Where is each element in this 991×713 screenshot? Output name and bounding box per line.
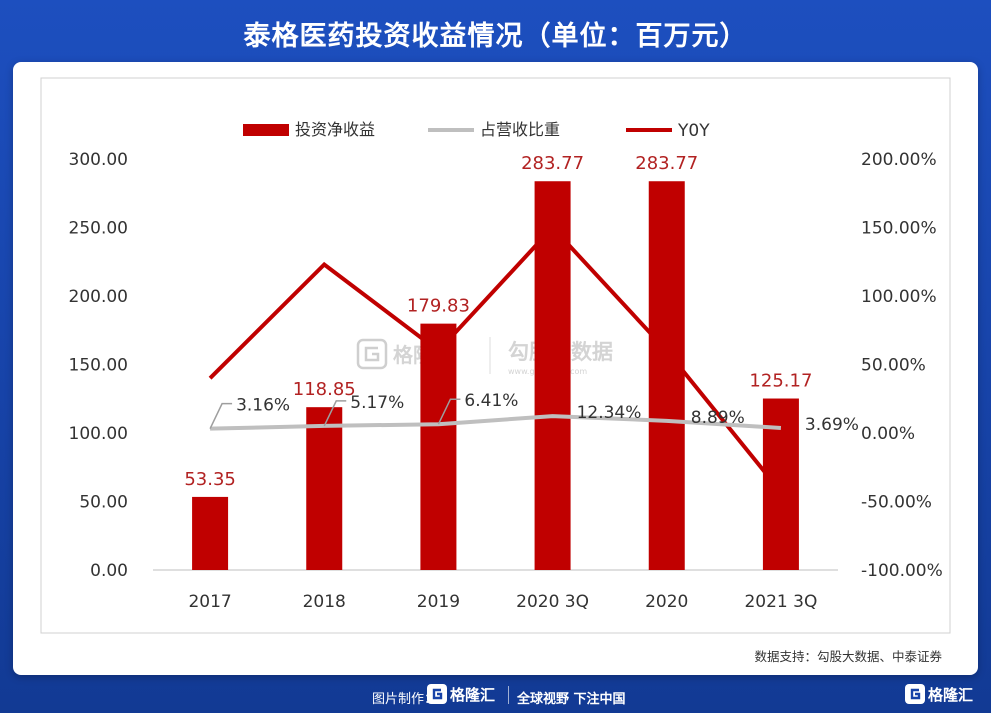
share-label-leader [209,402,233,429]
y2-axis-tick-label: -50.00% [861,493,932,513]
bar-value-label: 118.85 [293,379,356,400]
page-title: 泰格医药投资收益情况（单位：百万元） [243,21,748,52]
bar-value-label: 283.77 [635,153,698,174]
y2-axis-tick-label: 0.00% [861,424,915,444]
bar [648,181,685,570]
x-axis-tick-label: 2019 [417,592,460,612]
share-value-label: 3.16% [236,396,290,416]
chart-border [40,77,951,634]
share-label-leader [437,398,461,425]
x-axis-tick-label: 2020 [645,592,688,612]
watermark-logo-mark [356,338,388,370]
bar [534,181,571,570]
x-axis-tick-label: 2020 3Q [516,592,589,612]
y-axis-tick-label: 250.00 [69,219,128,239]
y-axis-tick-label: 100.00 [69,424,128,444]
y2-axis-tick-label: -100.00% [861,561,943,581]
chart-svg: 格隆汇勾股大数据www.gogudata.com0.0050.00100.001… [40,77,951,634]
footer-slogan: 全球视野 下注中国 [517,692,626,707]
share-value-label: 3.69% [805,415,859,435]
corner-logo: 格隆汇 [905,684,973,704]
y2-axis-tick-label: 100.00% [861,287,937,307]
share-value-label: 6.41% [464,391,518,411]
corner-logo-text: 格隆汇 [928,686,973,704]
y-axis-tick-label: 150.00 [69,356,128,376]
y-axis-tick-label: 200.00 [69,287,128,307]
y2-axis-tick-label: 50.00% [861,356,926,376]
bar [192,496,229,570]
footer-logo: 格隆汇 [427,684,495,704]
legend-label: 投资净收益 [295,120,375,139]
bar-value-label: 283.77 [521,153,584,174]
footer-logo-text: 格隆汇 [450,686,495,704]
legend-swatch-bar [243,124,289,136]
share-label-leader [323,400,347,427]
legend-label: 占营收比重 [480,120,560,139]
footer-separator [508,686,509,704]
x-axis-tick-label: 2021 3Q [744,592,817,612]
footer-made-by: 图片制作： [372,692,438,707]
y-axis-tick-label: 300.00 [69,150,128,170]
y2-axis-tick-label: 200.00% [861,150,937,170]
share-line [210,414,782,431]
share-value-label: 5.17% [350,393,404,413]
share-value-label: 8.89% [691,408,745,428]
watermark-logo-glyph [364,346,380,362]
yoy-line [208,224,783,494]
chart-card: 格隆汇勾股大数据www.gogudata.com0.0050.00100.001… [13,62,978,675]
x-axis-tick-label: 2017 [188,592,231,612]
x-axis-tick-label: 2018 [303,592,346,612]
share-value-label: 12.34% [577,403,642,423]
bar [762,398,799,570]
y-axis-tick-label: 0.00 [90,561,128,581]
bar-value-label: 179.83 [407,296,470,317]
y2-axis-tick-label: 150.00% [861,219,937,239]
bar-value-label: 53.35 [184,469,236,490]
footer: 图片制作： 格隆汇 全球视野 下注中国 格隆汇 [0,680,991,713]
bar [420,323,457,570]
source-note: 数据支持：勾股大数据、中泰证券 [754,649,942,664]
bar [306,407,343,570]
legend-label: Y0Y [677,121,710,141]
bar-value-label: 125.17 [749,371,812,392]
y-axis-tick-label: 50.00 [79,493,128,513]
